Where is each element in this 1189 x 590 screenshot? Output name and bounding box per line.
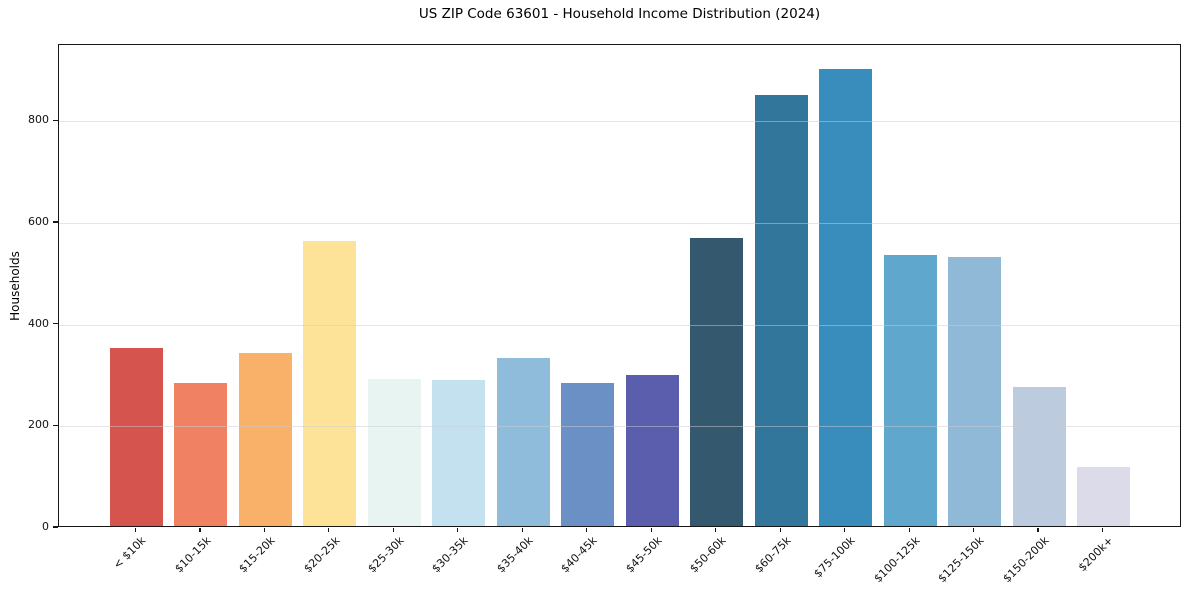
x-tick-label: $25-30k xyxy=(365,534,407,576)
x-tick-mark xyxy=(134,528,137,533)
y-tick-label: 800 xyxy=(28,113,49,127)
y-tick-mark xyxy=(53,119,58,121)
x-tick-mark xyxy=(1037,528,1039,533)
x-tick-mark xyxy=(908,528,910,533)
x-tick-label: $15-20k xyxy=(236,534,278,576)
x-tick-label: $10-15k xyxy=(171,534,214,576)
bar xyxy=(690,238,744,526)
x-tick-label: $45-50k xyxy=(623,534,665,576)
x-tick-mark xyxy=(586,528,588,533)
x-tick-label: $75-100k xyxy=(811,534,858,581)
bar xyxy=(174,382,228,526)
y-tick-mark xyxy=(53,221,58,223)
y-tick-mark xyxy=(53,323,58,325)
bar xyxy=(432,379,486,526)
gridline xyxy=(59,426,1180,428)
x-tick-mark xyxy=(715,528,717,533)
chart-title: US ZIP Code 63601 - Household Income Dis… xyxy=(418,6,821,22)
x-tick-mark xyxy=(844,528,846,533)
y-tick-mark xyxy=(53,526,58,528)
x-tick-mark xyxy=(521,528,523,533)
bar xyxy=(1012,387,1066,526)
bar xyxy=(625,375,679,526)
x-tick-label: $50-60k xyxy=(687,534,729,576)
x-tick-mark xyxy=(199,528,201,533)
bar xyxy=(303,241,357,526)
bar xyxy=(367,378,421,526)
bar xyxy=(819,68,873,526)
x-tick-mark xyxy=(972,528,975,533)
x-tick-label: $35-40k xyxy=(494,534,536,576)
bar xyxy=(754,94,808,526)
x-tick-mark xyxy=(779,528,781,533)
gridline xyxy=(59,222,1180,224)
x-tick-label: $125-150k xyxy=(935,534,987,586)
x-tick-mark xyxy=(392,528,394,533)
x-tick-mark xyxy=(457,528,459,533)
x-tick-mark xyxy=(650,528,652,533)
plot-area xyxy=(58,44,1181,527)
x-tick-label: $60-75k xyxy=(752,534,794,576)
x-tick-label: $200k+ xyxy=(1075,534,1116,575)
y-tick-label: 600 xyxy=(28,214,49,228)
bar xyxy=(496,357,550,526)
bar xyxy=(948,257,1002,526)
x-tick-label: < $10k xyxy=(111,534,149,572)
x-tick-mark xyxy=(263,528,266,533)
x-tick-label: $100-125k xyxy=(871,534,923,586)
y-tick-label: 400 xyxy=(28,316,49,330)
gridline xyxy=(59,324,1180,326)
x-tick-mark xyxy=(328,528,330,533)
y-tick-label: 200 xyxy=(28,418,49,432)
x-tick-label: $150-200k xyxy=(1000,534,1052,586)
bar xyxy=(561,383,615,526)
y-axis-label: Households xyxy=(8,250,22,321)
gridline xyxy=(59,121,1180,123)
x-tick-label: $40-45k xyxy=(558,534,600,576)
bar xyxy=(883,254,937,526)
bar xyxy=(1077,466,1130,526)
x-tick-label: $30-35k xyxy=(429,534,472,576)
y-tick-label: 0 xyxy=(42,520,49,533)
x-tick-label: $20-25k xyxy=(300,534,343,576)
bar xyxy=(238,352,292,526)
y-tick-mark xyxy=(53,424,58,426)
bar xyxy=(110,347,163,526)
x-tick-mark xyxy=(1101,528,1104,533)
